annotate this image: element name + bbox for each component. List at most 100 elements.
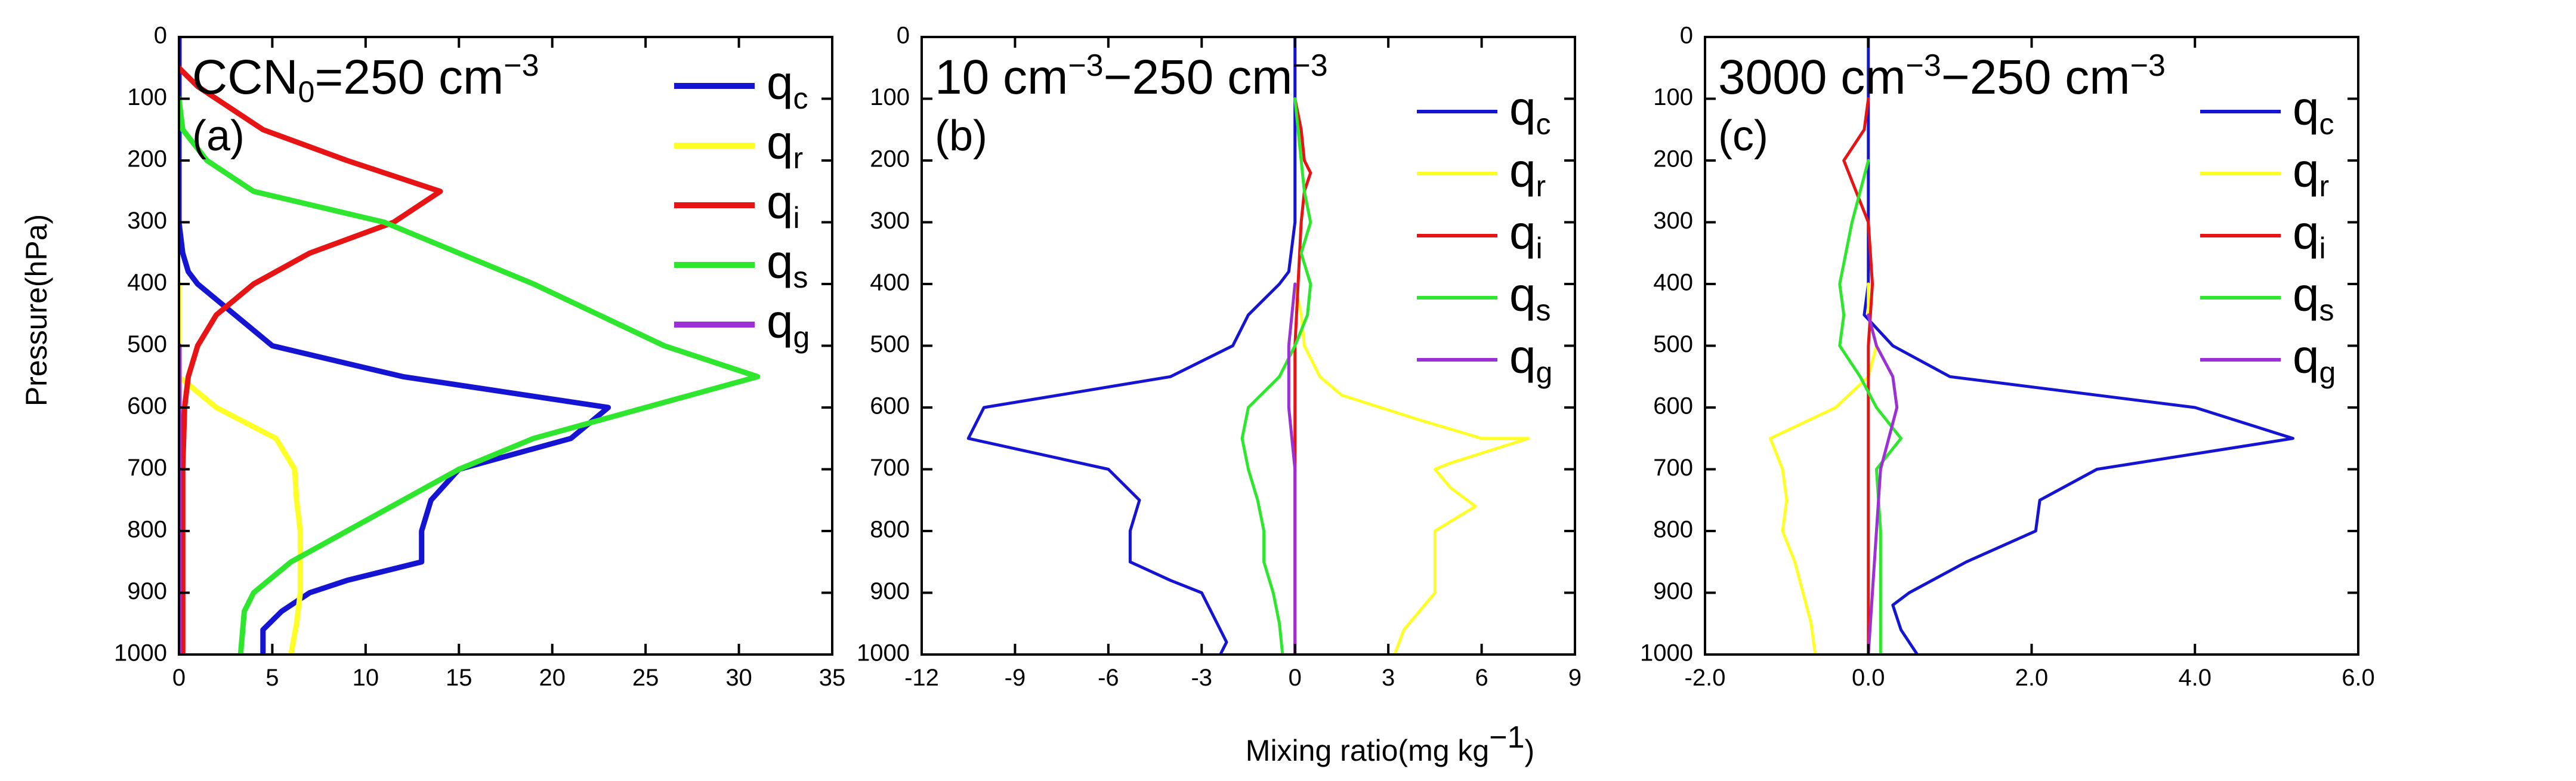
y-tick-label: 100 — [127, 84, 167, 110]
title-part: CCN — [192, 50, 298, 104]
legend-label-qr: qr — [2293, 144, 2329, 203]
y-tick-label: 400 — [870, 270, 910, 296]
title-part: −3 — [2130, 48, 2166, 83]
x-tick-label: 10 — [353, 665, 379, 691]
x-axis-title-main: Mixing ratio(mg kg — [1246, 734, 1489, 767]
x-tick-label: -9 — [1005, 665, 1026, 691]
panel-letter: (c) — [1718, 112, 1768, 160]
y-tick-label: 800 — [870, 517, 910, 543]
y-tick-label: 0 — [1680, 23, 1693, 49]
x-tick-label: 5 — [265, 665, 279, 691]
panel-title: CCN0=250 cm−3 — [192, 48, 539, 109]
x-tick-label: 6 — [1475, 665, 1488, 691]
plot-frame — [1704, 36, 2359, 656]
x-tick-label: -2.0 — [1685, 665, 1726, 691]
y-tick-label: 600 — [870, 393, 910, 419]
y-tick-label: 900 — [127, 578, 167, 604]
x-tick-label: 20 — [539, 665, 566, 691]
y-tick-label: 300 — [127, 208, 167, 234]
y-tick-label: 200 — [1653, 146, 1693, 172]
y-tick-label: 1000 — [857, 640, 910, 666]
y-tick-label: 700 — [127, 455, 167, 481]
legend-label-qi: qi — [1509, 206, 1543, 265]
title-part: −3 — [504, 48, 539, 83]
title-part: 0 — [298, 75, 315, 109]
series-qg-line — [1287, 282, 1297, 655]
panel-letter: (b) — [935, 112, 987, 160]
y-tick-label: 700 — [1653, 455, 1693, 481]
title-part: 3000 cm — [1718, 50, 1906, 104]
x-tick-label: -12 — [904, 665, 939, 691]
series-qr-line — [179, 281, 303, 655]
x-axis-title-sup: −1 — [1489, 720, 1524, 755]
y-tick-label: 200 — [127, 146, 167, 172]
y-tick-label: 500 — [870, 331, 910, 357]
legend-label-qg: qg — [767, 295, 810, 354]
y-tick-label: 500 — [127, 331, 167, 357]
y-tick-label: 600 — [127, 393, 167, 419]
title-part: −3 — [1068, 48, 1103, 83]
x-tick-label: 35 — [819, 665, 846, 691]
title-part: =250 cm — [314, 50, 504, 104]
panel-title: 3000 cm−3−250 cm−3 — [1718, 48, 2166, 104]
x-tick-label: -3 — [1191, 665, 1212, 691]
y-axis-title: Pressure(hPa) — [20, 214, 53, 406]
y-tick-label: 0 — [897, 23, 910, 49]
y-tick-label: 0 — [154, 23, 167, 49]
title-part: −250 cm — [1104, 50, 1293, 104]
y-tick-label: 800 — [127, 517, 167, 543]
x-tick-label: 6.0 — [2342, 665, 2375, 691]
y-tick-label: 500 — [1653, 331, 1693, 357]
x-axis-title-end: ) — [1525, 734, 1535, 767]
legend-label-qs: qs — [767, 235, 808, 294]
series-group-1 — [179, 37, 761, 655]
series-qs-line — [1240, 97, 1312, 655]
series-qs-line — [1838, 159, 1902, 655]
legend-label-qc: qc — [2293, 82, 2334, 141]
x-tick-label: 3 — [1382, 665, 1395, 691]
legend-label-qs: qs — [2293, 268, 2334, 327]
x-tick-label: 2.0 — [2015, 665, 2049, 691]
series-group-2 — [966, 37, 1530, 655]
y-tick-label: 600 — [1653, 393, 1693, 419]
y-tick-label: 300 — [870, 208, 910, 234]
y-tick-label: 1000 — [114, 640, 167, 666]
y-tick-label: 900 — [1653, 578, 1693, 604]
y-tick-label: 100 — [870, 84, 910, 110]
legend-label-qc: qc — [767, 56, 808, 115]
series-group-3 — [1769, 37, 2294, 655]
series-qi-line — [179, 65, 443, 655]
series-qi-line — [1842, 97, 1874, 655]
x-tick-label: 25 — [632, 665, 659, 691]
title-part: −250 cm — [1941, 50, 2130, 104]
legend-label-qg: qg — [2293, 330, 2336, 389]
title-part: −3 — [1906, 48, 1941, 83]
series-qg-line — [1867, 313, 1899, 655]
series-qc-line — [966, 37, 1297, 655]
y-tick-label: 400 — [127, 270, 167, 296]
panel-letter: (a) — [192, 112, 245, 160]
x-tick-label: 0.0 — [1852, 665, 1885, 691]
x-tick-label: 15 — [446, 665, 472, 691]
y-tick-label: 800 — [1653, 517, 1693, 543]
x-tick-label: 0 — [172, 665, 186, 691]
panel-title: 10 cm−3−250 cm−3 — [935, 48, 1328, 104]
series-qr-line — [1769, 282, 1878, 655]
y-tick-label: 900 — [870, 578, 910, 604]
y-tick-label: 200 — [870, 146, 910, 172]
legend-label-qr: qr — [767, 116, 803, 175]
y-tick-label: 700 — [870, 455, 910, 481]
x-tick-label: -6 — [1098, 665, 1119, 691]
legend-label-qs: qs — [1509, 268, 1551, 327]
series-qc-line — [179, 37, 611, 655]
x-tick-label: 4.0 — [2178, 665, 2211, 691]
legend-label-qi: qi — [767, 175, 800, 234]
x-tick-label: 30 — [725, 665, 752, 691]
plot-frame — [921, 36, 1576, 656]
y-tick-label: 400 — [1653, 270, 1693, 296]
legend-label-qi: qi — [2293, 206, 2326, 265]
title-part: 10 cm — [935, 50, 1068, 104]
